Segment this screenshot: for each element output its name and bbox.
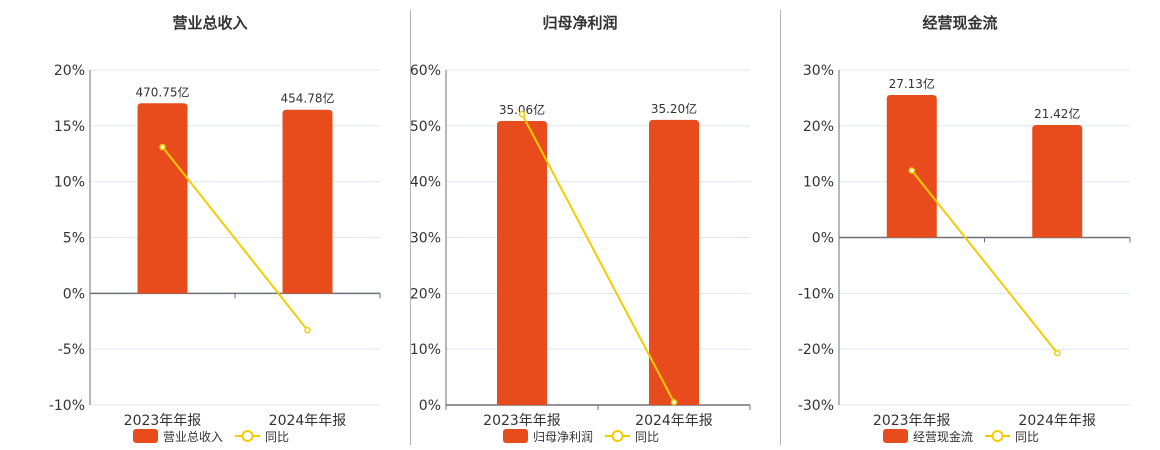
y-tick-label: 30% <box>803 63 834 79</box>
legend-label: 同比 <box>1015 430 1039 444</box>
y-tick-label: -10% <box>49 398 85 414</box>
bar-data-label: 35.06亿 <box>499 102 545 117</box>
legend-bar-swatch <box>503 429 528 443</box>
yoy-line <box>521 113 675 403</box>
legend-label: 同比 <box>265 430 289 444</box>
legend-label: 归母净利润 <box>533 430 593 444</box>
y-tick-label: 40% <box>410 175 441 191</box>
legend-line-marker <box>241 430 254 442</box>
yoy-point <box>518 110 526 118</box>
x-category-label: 2023年年报 <box>124 413 202 429</box>
y-tick-label: 30% <box>410 231 441 247</box>
bar-data-label: 454.78亿 <box>281 91 335 106</box>
chart-title: 营业总收入 <box>172 14 247 32</box>
yoy-line <box>161 146 309 331</box>
x-category-label: 2023年年报 <box>873 413 951 429</box>
yoy-point <box>159 143 166 151</box>
bar-data-label: 470.75亿 <box>136 84 190 99</box>
bar <box>1032 124 1083 238</box>
legend-line-marker <box>991 430 1004 442</box>
yoy-point <box>908 167 915 174</box>
y-tick-label: 20% <box>803 119 834 135</box>
x-category-label: 2024年年报 <box>635 413 713 429</box>
legend-label: 同比 <box>635 430 659 444</box>
y-tick-label: 10% <box>410 342 441 358</box>
y-tick-label: 20% <box>410 286 441 302</box>
bar-data-label: 27.13亿 <box>889 76 935 91</box>
yoy-point <box>304 326 311 334</box>
legend-bar-swatch <box>133 429 158 443</box>
y-tick-label: 10% <box>54 175 85 191</box>
y-tick-label: 0% <box>812 231 834 247</box>
y-tick-label: -10% <box>798 286 834 302</box>
divider <box>410 10 411 445</box>
x-category-label: 2024年年报 <box>1018 413 1096 429</box>
y-tick-label: -30% <box>798 398 834 414</box>
bar <box>137 103 188 294</box>
bar-data-label: 21.42亿 <box>1034 106 1080 121</box>
y-tick-label: 50% <box>410 119 441 135</box>
y-tick-label: 15% <box>54 119 85 135</box>
y-tick-label: 10% <box>803 175 834 191</box>
y-tick-label: 60% <box>410 63 441 79</box>
legend-label: 营业总收入 <box>163 430 223 444</box>
y-tick-label: -5% <box>58 342 85 358</box>
legend-line-marker <box>611 430 624 442</box>
chart-title: 经营现金流 <box>922 14 997 32</box>
chart-title: 归母净利润 <box>542 14 617 32</box>
yoy-line <box>910 169 1059 354</box>
yoy-point <box>670 398 678 406</box>
y-tick-label: 20% <box>54 63 85 79</box>
bar <box>649 119 699 405</box>
y-tick-label: 0% <box>63 286 85 302</box>
yoy-point <box>1054 349 1061 357</box>
x-category-label: 2024年年报 <box>269 413 347 429</box>
y-tick-label: -20% <box>798 342 834 358</box>
bar <box>497 121 547 406</box>
legend-bar-swatch <box>883 429 908 443</box>
y-tick-label: 5% <box>63 231 85 247</box>
divider <box>780 10 781 445</box>
x-category-label: 2023年年报 <box>483 413 561 429</box>
y-tick-label: 0% <box>419 398 441 414</box>
bar-data-label: 35.20亿 <box>651 101 697 116</box>
bar <box>282 109 333 294</box>
bar <box>886 94 937 238</box>
legend-label: 经营现金流 <box>913 429 973 444</box>
